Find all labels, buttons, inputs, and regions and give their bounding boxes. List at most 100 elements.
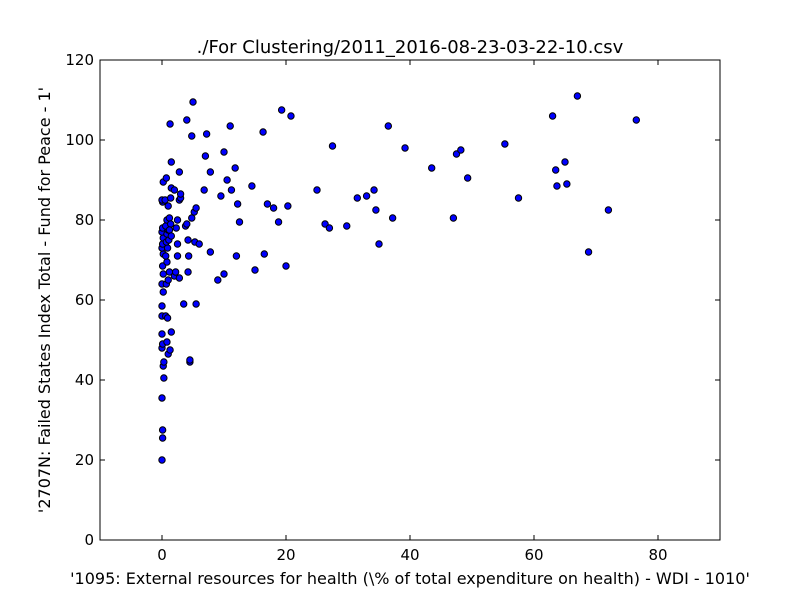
- scatter-point: [175, 168, 184, 176]
- scatter-point: [175, 274, 184, 282]
- scatter-point: [163, 258, 171, 266]
- scatter-point: [375, 240, 383, 248]
- scatter-point: [192, 300, 200, 308]
- scatter-point: [259, 128, 267, 136]
- scatter-point: [162, 174, 171, 182]
- scatter-point: [167, 232, 176, 240]
- scatter-point: [384, 122, 392, 130]
- scatter-point: [428, 164, 436, 172]
- scatter-point: [201, 152, 210, 160]
- y-tick-label: 40: [75, 371, 94, 389]
- scatter-point: [186, 356, 194, 364]
- scatter-point: [206, 248, 215, 256]
- scatter-point: [159, 288, 167, 296]
- scatter-point: [226, 122, 234, 130]
- scatter-point: [166, 194, 175, 202]
- scatter-point: [184, 236, 192, 244]
- scatter-point: [164, 202, 172, 210]
- scatter-point: [463, 174, 472, 182]
- scatter-point: [325, 224, 334, 232]
- scatter-point: [232, 252, 241, 260]
- scatter-point: [164, 276, 172, 284]
- scatter-point: [553, 182, 561, 190]
- scatter-point: [167, 158, 176, 166]
- scatter-point: [457, 146, 465, 154]
- x-tick-label: 0: [157, 546, 167, 564]
- scatter-point: [158, 302, 166, 310]
- scatter-point: [287, 112, 295, 120]
- scatter-point: [200, 186, 208, 194]
- y-axis-label: '2707N: Failed States Index Total - Fund…: [35, 87, 54, 513]
- scatter-point: [171, 268, 180, 276]
- scatter-point: [173, 252, 182, 260]
- scatter-point: [401, 144, 409, 152]
- x-tick-label: 60: [524, 546, 543, 564]
- x-axis-label: '1095: External resources for health (\%…: [70, 569, 750, 588]
- scatter-point: [183, 116, 191, 124]
- scatter-point: [206, 168, 215, 176]
- scatter-point: [188, 132, 196, 140]
- scatter-point: [160, 358, 168, 366]
- scatter-point: [561, 158, 569, 166]
- scatter-point: [233, 200, 242, 208]
- scatter-point: [313, 186, 321, 194]
- scatter-point: [353, 194, 361, 202]
- scatter-point: [217, 192, 225, 200]
- x-tick-label: 80: [648, 546, 667, 564]
- scatter-point: [163, 338, 171, 346]
- scatter-point: [260, 250, 268, 258]
- chart-title: ./For Clustering/2011_2016-08-23-03-22-1…: [197, 37, 624, 58]
- scatter-point: [514, 194, 523, 202]
- scatter-point: [163, 314, 172, 322]
- scatter-point: [158, 426, 167, 434]
- scatter-point: [165, 214, 174, 222]
- scatter-point: [269, 204, 278, 212]
- plot-frame: [99, 59, 721, 541]
- scatter-point: [231, 164, 239, 172]
- scatter-point: [372, 206, 380, 214]
- scatter-point: [632, 116, 640, 124]
- scatter-point: [501, 140, 509, 148]
- plot-area: 0 20 40 60 80 0 20 40 60 80 100 120: [65, 51, 721, 564]
- scatter-point: [165, 226, 174, 234]
- scatter-point: [328, 142, 337, 150]
- scatter-point: [195, 240, 203, 248]
- x-tick-label: 40: [400, 546, 419, 564]
- scatter-point: [183, 220, 191, 228]
- scatter-point: [548, 112, 557, 120]
- scatter-point: [584, 248, 593, 256]
- x-tick-label: 20: [276, 546, 295, 564]
- scatter-point: [277, 106, 286, 114]
- scatter-point: [251, 266, 259, 274]
- scatter-point: [180, 300, 188, 308]
- scatter-point: [202, 130, 211, 138]
- scatter-point: [192, 204, 200, 212]
- y-tick-label: 20: [75, 451, 94, 469]
- scatter-point: [158, 330, 166, 338]
- scatter-point: [370, 186, 378, 194]
- scatter-point: [388, 214, 397, 222]
- scatter-point: [362, 192, 371, 200]
- scatter-point: [282, 262, 290, 270]
- scatter-point: [274, 218, 283, 226]
- scatter-point: [160, 374, 168, 382]
- y-tick-label: 0: [84, 531, 94, 549]
- scatter-point: [573, 92, 582, 100]
- scatter-point: [343, 222, 351, 230]
- y-tick-label: 80: [75, 211, 94, 229]
- scatter-point: [163, 244, 172, 252]
- scatter-point: [166, 346, 174, 354]
- y-tick-label: 60: [75, 291, 94, 309]
- scatter-point: [167, 328, 176, 336]
- scatter-point: [449, 214, 458, 222]
- scatter-point: [166, 220, 175, 228]
- scatter-point: [184, 252, 193, 260]
- scatter-point: [158, 394, 166, 402]
- scatter-point: [158, 434, 167, 442]
- scatter-point: [227, 186, 236, 194]
- scatter-point: [552, 166, 560, 174]
- scatter-point: [172, 224, 180, 232]
- scatter-point: [176, 190, 185, 198]
